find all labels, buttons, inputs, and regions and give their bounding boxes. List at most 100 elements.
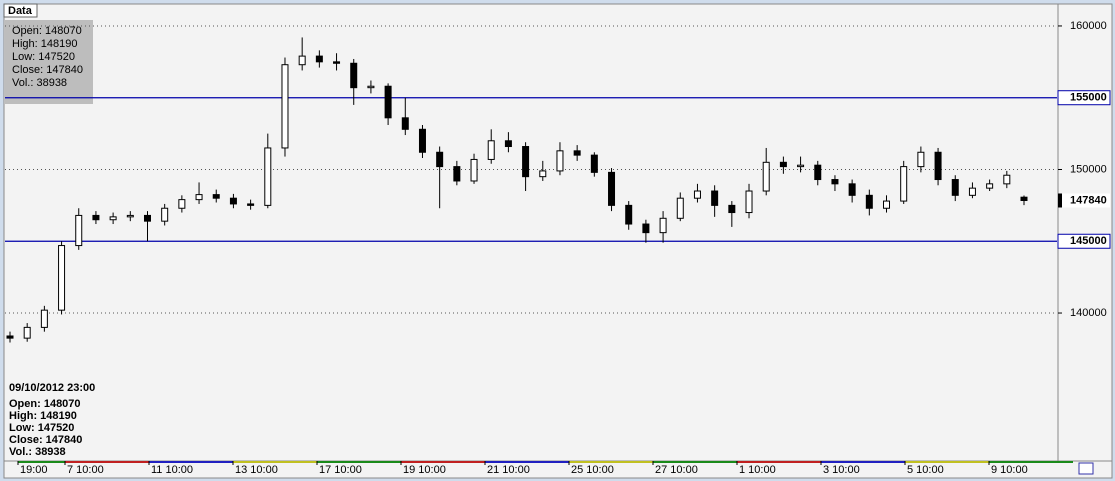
strip-segment	[401, 461, 485, 463]
x-tick-label: 27 10:00	[655, 464, 698, 476]
candle-body	[487, 140, 495, 160]
y-tick-label: 160000	[1070, 20, 1107, 32]
candle-body	[23, 326, 31, 339]
strip-segment	[317, 461, 401, 463]
x-tick-label: 1 10:00	[739, 464, 776, 476]
last-price-label: 147840	[1070, 194, 1107, 206]
time-strip	[18, 461, 1073, 463]
status-line: Close: 147840	[9, 434, 82, 446]
status-line: Vol.: 38938	[9, 446, 66, 458]
strip-segment	[65, 461, 149, 463]
info-line: High: 148190	[12, 38, 77, 50]
candle-body	[745, 190, 753, 214]
strip-segment	[653, 461, 737, 463]
candle-body	[75, 214, 83, 247]
candle-body	[762, 161, 770, 192]
data-tab[interactable]	[3, 3, 38, 18]
candle-body	[195, 194, 203, 201]
candle-body	[453, 166, 461, 182]
candle-body	[539, 170, 547, 178]
info-line: Low: 147520	[12, 51, 75, 63]
x-tick-label: 21 10:00	[487, 464, 530, 476]
tab-label[interactable]: Data	[8, 5, 33, 17]
candle-body	[556, 150, 564, 172]
candle-body	[161, 207, 169, 222]
candle-body	[315, 55, 323, 63]
candle-body	[212, 194, 220, 199]
candle-body	[384, 85, 392, 119]
candle-body	[401, 117, 409, 130]
x-tick-label: 25 10:00	[571, 464, 614, 476]
candle-body	[247, 203, 255, 206]
price-axis	[1057, 3, 1113, 462]
level-label-box	[1057, 90, 1111, 106]
plot-area	[3, 3, 1059, 462]
candle-body	[333, 61, 341, 64]
candle-body	[281, 64, 289, 149]
candle-body	[900, 166, 908, 202]
last-price-marker	[1058, 193, 1062, 208]
candle-body	[126, 214, 134, 218]
candle-body	[298, 55, 306, 66]
candle-body	[436, 151, 444, 168]
candle-body	[608, 171, 616, 206]
status-date: 09/10/2012 23:00	[9, 382, 95, 394]
y-tick-label: 150000	[1070, 163, 1107, 175]
strip-segment	[821, 461, 905, 463]
x-tick-label: 7 10:00	[67, 464, 104, 476]
x-tick-label: 13 10:00	[235, 464, 278, 476]
candle-body	[58, 245, 66, 311]
x-tick-label: 19:00	[20, 464, 48, 476]
x-tick-label: 17 10:00	[319, 464, 362, 476]
info-box	[5, 20, 93, 104]
candle-body	[814, 164, 822, 181]
candle-body	[865, 194, 873, 209]
candle-body	[968, 187, 976, 196]
candle-body	[728, 204, 736, 214]
strip-segment	[485, 461, 569, 463]
candle-body	[109, 216, 117, 221]
candle-body	[590, 154, 598, 173]
candle-body	[848, 183, 856, 196]
candle-body	[143, 214, 151, 222]
status-line: High: 148190	[9, 410, 77, 422]
candle-body	[831, 179, 839, 185]
candle-body	[470, 158, 478, 182]
info-line: Close: 147840	[12, 64, 83, 76]
candle-body	[6, 335, 14, 339]
level-label-box	[1057, 233, 1111, 249]
candle-body	[659, 217, 667, 234]
candle-body	[522, 146, 530, 178]
level-label: 155000	[1070, 92, 1107, 104]
candle-body	[693, 190, 701, 199]
status-line: Low: 147520	[9, 422, 74, 434]
candle-body	[504, 140, 512, 148]
strip-segment	[149, 461, 233, 463]
scroll-button[interactable]	[1078, 462, 1094, 475]
candle-body	[711, 190, 719, 206]
strip-segment	[569, 461, 653, 463]
candle-body	[797, 164, 805, 168]
strip-segment	[737, 461, 821, 463]
strip-segment	[233, 461, 317, 463]
status-line: Open: 148070	[9, 398, 81, 410]
candle-body	[178, 199, 186, 209]
strip-segment	[905, 461, 989, 463]
candle-body	[642, 223, 650, 234]
candle-body	[951, 179, 959, 196]
x-tick-label: 19 10:00	[403, 464, 446, 476]
level-label: 145000	[1070, 235, 1107, 247]
strip-segment	[989, 461, 1073, 463]
candle-body	[1003, 174, 1011, 185]
x-tick-label: 11 10:00	[151, 464, 193, 476]
candle-body	[264, 147, 272, 206]
info-line: Vol.: 38938	[12, 77, 67, 89]
candle-body	[779, 161, 787, 168]
candle-body	[625, 204, 633, 225]
strip-segment	[18, 461, 65, 463]
candle-body	[986, 183, 994, 189]
candle-body	[350, 62, 358, 89]
x-tick-label: 3 10:00	[823, 464, 860, 476]
y-tick-label: 140000	[1070, 307, 1107, 319]
